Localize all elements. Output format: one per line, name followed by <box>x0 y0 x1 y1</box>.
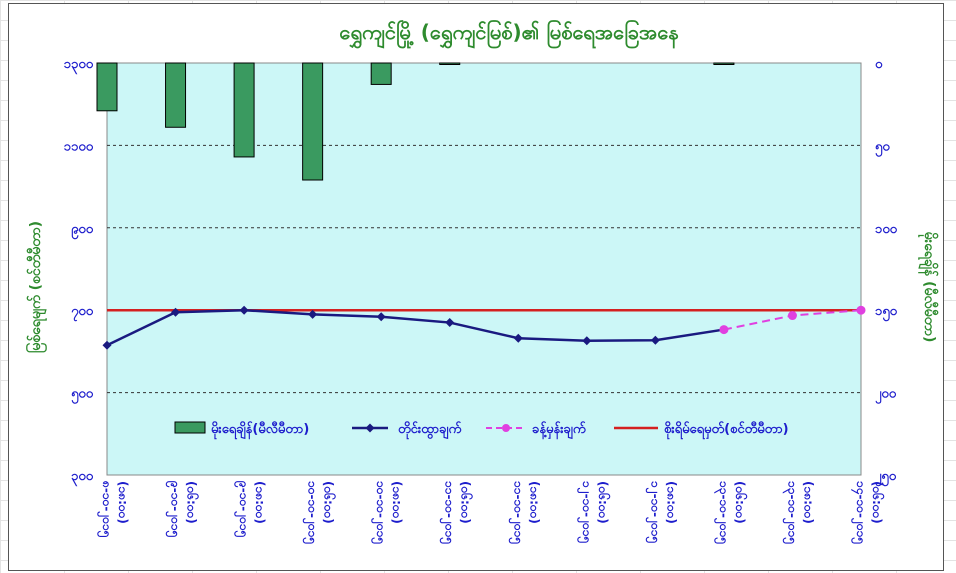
x-tick-time: (၁၈:၀၀) <box>664 481 678 524</box>
x-tick-date: ၁၂-၁၀-၂၀၁၅ <box>576 481 594 544</box>
forecast-point <box>719 325 729 335</box>
measured-point <box>376 312 386 322</box>
rain-bar <box>439 62 461 65</box>
x-tick-date: ၁၄-၁၀-၂၀၁၅ <box>850 481 868 544</box>
measured-point <box>102 340 112 350</box>
x-tick-time: (၀၆:၀၀) <box>322 481 338 524</box>
x-tick-date: ၁၃-၁၀-၂၀၁၅ <box>713 481 731 544</box>
left-tick-label: ၁၁၀၀ <box>64 139 94 154</box>
x-tick-date: ၉-၁၀-၂၀၁၅ <box>233 480 251 538</box>
plot-area[interactable] <box>106 62 862 476</box>
measured-point <box>308 309 318 319</box>
x-tick-time: (၁၈:၀၀) <box>116 481 130 524</box>
rain-bar <box>370 62 392 85</box>
rain-bar <box>96 62 118 112</box>
right-tick-label: ၂၅၀ <box>875 469 897 487</box>
x-tick-label: ၁၄-၁၀-၂၀၁၅ (၀၆:၀၀) <box>850 481 886 544</box>
rain-bar <box>165 62 187 128</box>
left-tick-label: ၉၀၀ <box>71 222 94 240</box>
x-tick-label: ၈-၁၀-၂၀၁၅ (၁၈:၀၀) <box>96 480 130 538</box>
measured-point <box>513 333 523 343</box>
x-tick-label: ၁၁-၁၀-၂၀၁၅ (၁၈:၀၀) <box>507 481 541 544</box>
right-axis-title: မိုးရေချိန် (မီလီမီတာ) <box>918 232 938 343</box>
x-tick-time: (၀၆:၀၀) <box>733 481 749 524</box>
forecast-point <box>787 311 797 321</box>
rain-bar <box>233 62 255 158</box>
chart-title: ရွှေကျင်မြို့ (ရွှေကျင်မြစ်)၏ မြစ်ရေအခြေ… <box>339 19 678 49</box>
right-tick-label: ၅၀ <box>875 139 890 157</box>
x-tick-label: ၉-၁၀-၂၀၁၅ (၀၆:၀၀) <box>165 480 201 538</box>
x-tick-date: ၁၃-၁၀-၂၀၁၅ <box>781 481 799 544</box>
legend-label: တိုင်းထွာချက် <box>398 420 461 440</box>
legend-label: ခန့်မှန်းချက် <box>532 420 586 440</box>
rainfall-bars <box>96 62 735 181</box>
legend-marker <box>365 423 375 433</box>
x-tick-label: ၁၃-၁၀-၂၀၁၅ (၁၈:၀၀) <box>781 481 815 544</box>
x-axis-ticks: ၈-၁၀-၂၀၁၅ (၁၈:၀၀) ၉-၁၀-၂၀၁၅ (၀၆:၀၀) ၉-၁၀-၂၀၁… <box>96 480 886 544</box>
x-tick-time: (၀၆:၀၀) <box>596 481 612 524</box>
legend-label: မိုးရေချိန်(မီလီမီတာ) <box>211 420 309 440</box>
right-tick-label: ၁၀၀ <box>875 222 898 237</box>
measured-point <box>171 307 181 317</box>
x-tick-time: (၁၈:၀၀) <box>253 481 267 524</box>
x-tick-time: (၀၆:၀၀) <box>870 481 886 524</box>
left-axis-title: မြစ်ရေမျက် (စင်တီမီတာ) <box>26 221 47 353</box>
line-markers <box>102 305 866 350</box>
legend-item: ခန့်မှန်းချက် <box>486 420 586 440</box>
left-tick-label: ၇၀၀ <box>71 304 94 322</box>
right-tick-label: ၂၀၀ <box>875 387 897 405</box>
legend-item: စိုးရိမ်ရေမှတ်(စင်တီမီတာ) <box>614 420 789 440</box>
x-tick-time: (၁၈:၀၀) <box>527 481 541 524</box>
measured-point <box>239 305 249 315</box>
forecast-point <box>856 305 866 315</box>
x-tick-label: ၁၃-၁၀-၂၀၁၅ (၀၆:၀၀) <box>713 481 749 544</box>
right-tick-label: ၀ <box>875 57 883 72</box>
x-tick-date: ၁၁-၁၀-၂၀၁၅ <box>507 481 525 544</box>
x-tick-time: (၁၈:၀၀) <box>801 481 815 524</box>
x-tick-date: ၁၂-၁၀-၂၀၁၅ <box>644 481 662 544</box>
x-tick-date: ၁၀-၁၀-၂၀၁၅ <box>370 481 388 544</box>
x-tick-date: ၁၁-၁၀-၂၀၁၅ <box>439 481 457 544</box>
legend-swatch-bar <box>174 421 206 434</box>
x-tick-label: ၁၀-၁၀-၂၀၁၅ (၁၈:၀၀) <box>370 481 404 544</box>
right-tick-label: ၁၅၀ <box>875 304 898 322</box>
left-tick-label: ၁၃၀၀ <box>64 57 94 75</box>
x-tick-label: ၁၁-၁၀-၂၀၁၅ (၀၆:၀၀) <box>439 481 475 544</box>
x-tick-date: ၉-၁၀-၂၀၁၅ <box>165 480 183 538</box>
x-tick-time: (၀၆:၀၀) <box>185 481 201 524</box>
x-tick-date: ၁၀-၁၀-၂၀၁၅ <box>302 481 320 544</box>
x-tick-time: (၀၆:၀၀) <box>459 481 475 524</box>
legend: မိုးရေချိန်(မီလီမီတာ) တိုင်းထွာချက် ခန့်မှ… <box>174 420 789 440</box>
left-tick-label: ၅၀၀ <box>71 387 94 405</box>
rain-bar <box>302 62 324 181</box>
x-tick-label: ၁၂-၁၀-၂၀၁၅ (၁၈:၀၀) <box>644 481 678 544</box>
measured-point <box>582 336 592 346</box>
legend-item: တိုင်းထွာချက် <box>352 420 461 440</box>
legend-label: စိုးရိမ်ရေမှတ်(စင်တီမီတာ) <box>664 420 789 440</box>
legend-item: မိုးရေချိန်(မီလီမီတာ) <box>174 420 309 440</box>
x-tick-label: ၉-၁၀-၂၀၁၅ (၁၈:၀၀) <box>233 480 267 538</box>
x-tick-time: (၁၈:၀၀) <box>390 481 404 524</box>
x-tick-label: ၁၂-၁၀-၂၀၁၅ (၀၆:၀၀) <box>576 481 612 544</box>
rain-bar <box>713 62 735 65</box>
measured-line <box>106 308 725 347</box>
measured-point <box>445 318 455 328</box>
x-tick-label: ၁၀-၁၀-၂၀၁၅ (၀၆:၀၀) <box>302 481 338 544</box>
left-tick-label: ၃၀၀ <box>71 469 94 487</box>
legend-marker <box>502 424 510 432</box>
x-tick-date: ၈-၁၀-၂၀၁၅ <box>96 480 114 538</box>
measured-point <box>650 335 660 345</box>
